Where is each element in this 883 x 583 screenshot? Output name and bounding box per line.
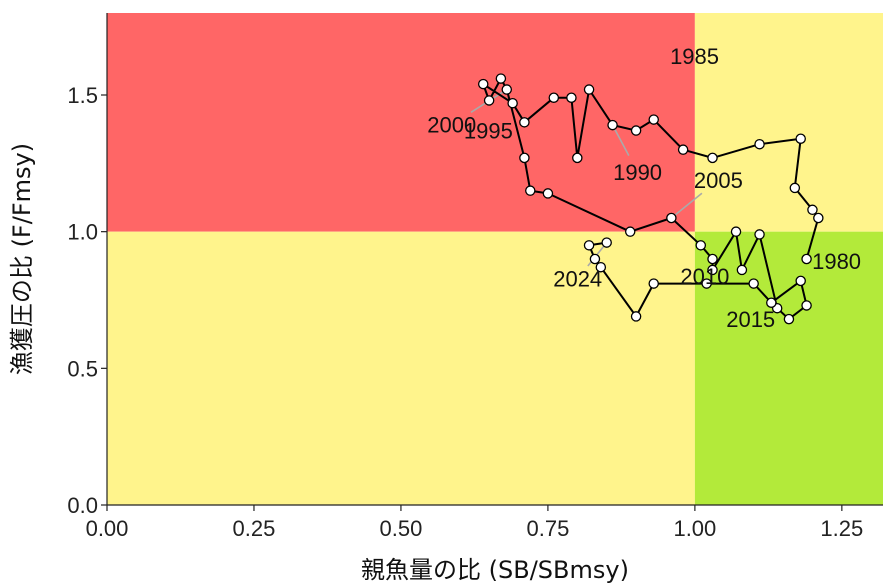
x-tick-label: 1.25 [820, 516, 863, 541]
point-1998 [483, 95, 495, 106]
point-1994 [548, 92, 560, 103]
point-1981 [813, 212, 824, 224]
point-2014 [801, 300, 812, 311]
point-2020 [630, 311, 642, 322]
y-tick-label: 1.5 [67, 83, 98, 108]
point-1988 [648, 114, 659, 125]
x-axis-title: 親魚量の比 (SB/SBmsy) [361, 556, 629, 583]
point-2011 [754, 229, 765, 240]
point-2022 [589, 253, 601, 265]
point-2009 [730, 226, 742, 237]
year-label-2010: 2010 [680, 264, 729, 289]
point-1983 [789, 182, 801, 194]
y-axis-title: 漁獲圧の比 (F/Fmsy) [8, 143, 36, 375]
point-2003 [542, 188, 554, 199]
background-zones [107, 13, 883, 505]
point-2021 [595, 261, 607, 273]
year-label-2015: 2015 [726, 307, 775, 332]
point-2019 [648, 278, 659, 289]
year-label-1995: 1995 [464, 118, 513, 143]
year-label-1980: 1980 [812, 249, 861, 274]
point-2016 [766, 297, 777, 308]
axes: 0.00 0.25 0.50 0.75 1.00 1.25 0.0 0.5 1.0 1.5 [67, 13, 883, 541]
trajectory-series [477, 73, 824, 325]
x-tick-label: 0.00 [86, 516, 129, 541]
point-2010 [736, 264, 748, 276]
point-1991 [583, 84, 595, 95]
point-2005 [666, 212, 677, 224]
x-tick-label: 0.75 [526, 516, 569, 541]
point-2018 [701, 278, 712, 289]
zone-overfished-only [107, 231, 695, 505]
point-2006 [695, 240, 707, 251]
point-1987 [677, 144, 689, 155]
point-1986 [707, 152, 718, 164]
zone-healthy [694, 231, 883, 505]
point-2000 [501, 84, 513, 95]
point-1993 [566, 92, 577, 103]
y-tick-label: 1.0 [67, 220, 98, 245]
point-1982 [807, 204, 818, 216]
point-2007 [707, 253, 718, 265]
point-2001 [519, 152, 530, 164]
point-1989 [630, 125, 642, 136]
point-2004 [624, 226, 636, 237]
point-1992 [572, 152, 583, 164]
zone-overfished-and-overfishing [107, 13, 695, 232]
year-label-1990: 1990 [613, 160, 662, 185]
x-tick-label: 0.50 [380, 516, 423, 541]
year-label-2005: 2005 [694, 168, 743, 193]
point-2023 [583, 240, 595, 251]
point-1996 [507, 97, 518, 109]
year-label-2000: 2000 [427, 113, 476, 138]
year-label-2024: 2024 [553, 267, 602, 292]
point-1995 [519, 117, 530, 128]
point-2002 [525, 185, 536, 196]
point-2008 [707, 264, 718, 276]
point-1990 [607, 119, 618, 131]
year-label-1985: 1985 [670, 44, 719, 69]
zone-overfishing-only [694, 13, 883, 232]
y-tick-label: 0.5 [67, 356, 98, 381]
leader-1990 [611, 124, 630, 156]
point-2024 [601, 237, 612, 248]
point-2013 [783, 313, 795, 325]
point-1999 [495, 73, 507, 84]
point-1997 [477, 78, 489, 90]
point-2017 [748, 278, 759, 289]
x-tick-label: 1.00 [673, 516, 716, 541]
x-tick-label: 0.25 [233, 516, 276, 541]
leader-2005 [670, 192, 703, 219]
point-2015 [795, 275, 806, 287]
y-tick-label: 0.0 [67, 493, 98, 518]
point-1984 [795, 133, 806, 144]
point-1980 [801, 253, 812, 265]
point-1985 [754, 138, 765, 150]
